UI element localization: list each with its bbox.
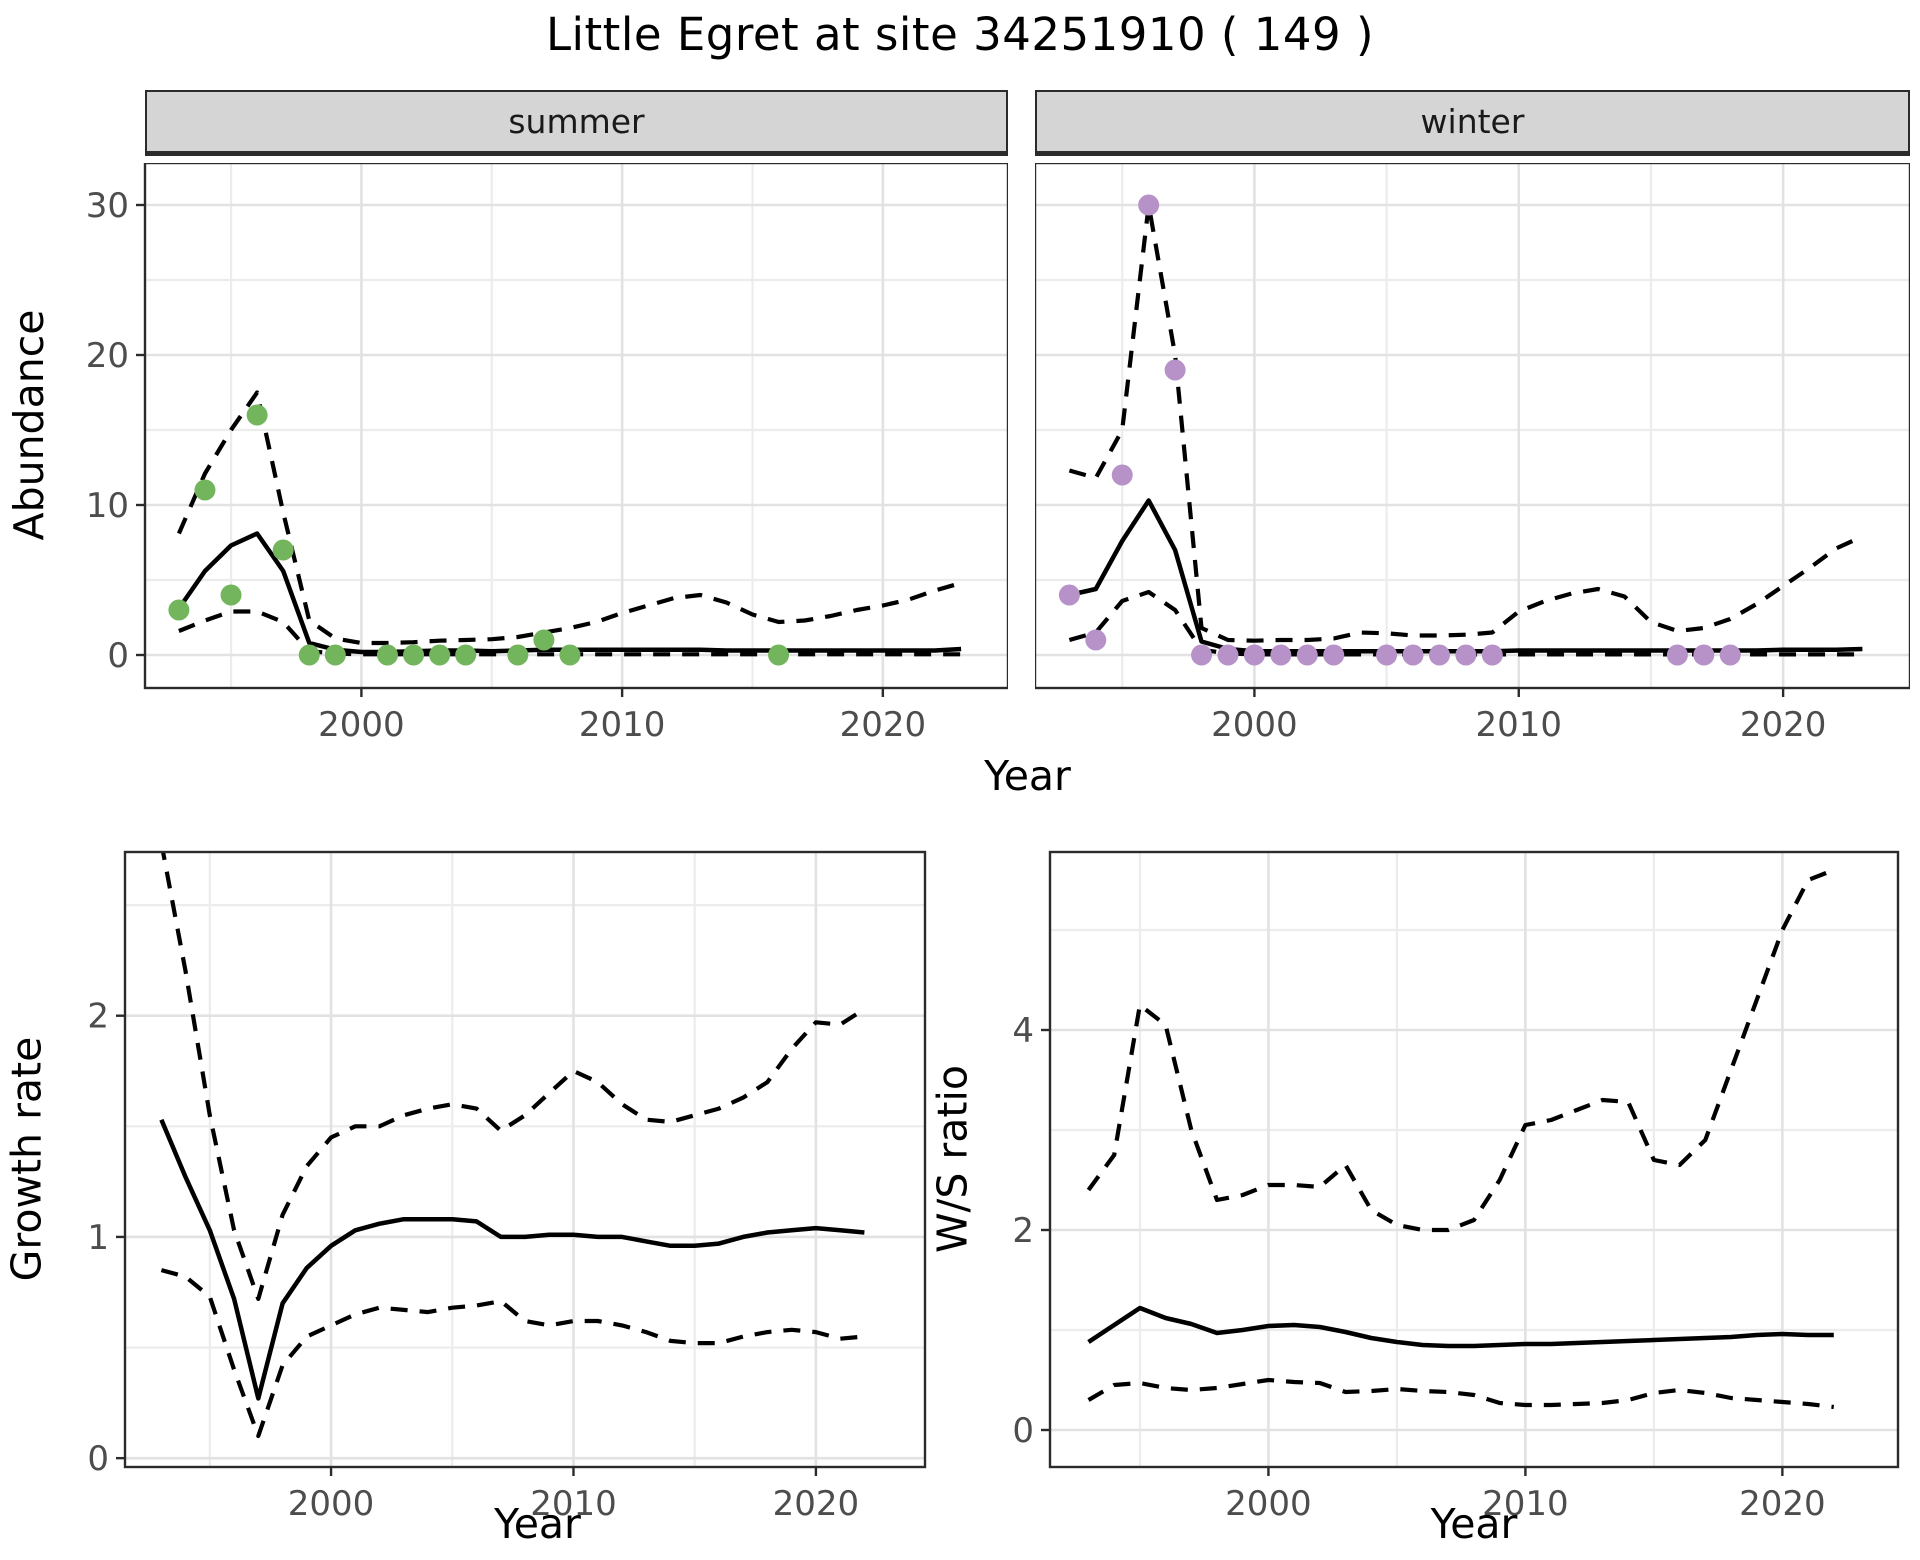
observed-count-point: [1058, 584, 1080, 606]
observed-count-point: [298, 644, 320, 666]
x-tick-label: 2010: [579, 705, 666, 745]
x-tick-label: 2000: [1211, 705, 1298, 745]
x-tick-label: 2020: [773, 1484, 860, 1524]
chart-summer-upper_ci-line: [176, 390, 962, 646]
observed-count-point: [1138, 194, 1160, 216]
plot-title: Little Egret at site 34251910 ( 149 ): [545, 8, 1375, 61]
observed-count-point: [272, 539, 294, 561]
y-tick-label: 2: [87, 997, 109, 1037]
facet-strip-summer: summer: [145, 90, 1008, 156]
observed-count-point: [1270, 644, 1292, 666]
y-tick-label: 20: [86, 336, 129, 376]
observed-count-point: [1191, 644, 1213, 666]
chart-growth-lower_ci-line: [160, 1268, 865, 1439]
observed-count-point: [1164, 359, 1186, 381]
y-tick-label: 0: [107, 636, 129, 676]
observed-count-point: [1296, 644, 1318, 666]
chart-ws-fit-line: [1087, 1305, 1834, 1349]
observed-count-point: [429, 644, 451, 666]
observed-count-point: [1376, 644, 1398, 666]
observed-count-point: [403, 644, 425, 666]
observed-count-point: [1323, 644, 1345, 666]
y-tick-label: 0: [1012, 1411, 1034, 1451]
x-tick-label: 2010: [530, 1484, 617, 1524]
top-x-axis-title: Year: [984, 752, 1071, 800]
observed-count-point: [1428, 644, 1450, 666]
x-tick-label: 2020: [1740, 705, 1827, 745]
observed-count-point: [1666, 644, 1688, 666]
y-tick-label: 10: [86, 486, 129, 526]
ws-x-axis-title: Year: [1430, 1500, 1518, 1548]
observed-count-point: [768, 644, 790, 666]
chart-ws-lower_ci-line: [1087, 1377, 1835, 1410]
observed-count-point: [1481, 644, 1503, 666]
observed-count-point: [1693, 644, 1715, 666]
chart-ws-upper_ci-line: [1086, 868, 1835, 1233]
chart-growth-upper_ci-line: [160, 852, 866, 1301]
y-tick-label: 1: [87, 1218, 109, 1258]
facet-strip-winter-label: winter: [1420, 102, 1525, 141]
y-tick-label: 2: [1012, 1211, 1034, 1251]
observed-count-point: [1402, 644, 1424, 666]
ws-ratio-plot: 2000 2010 2020 0 2 4: [1012, 850, 1900, 1524]
observed-count-point: [455, 644, 477, 666]
observed-count-point: [220, 584, 242, 606]
facet-strip-summer-label: summer: [508, 102, 645, 141]
x-tick-label: 2000: [288, 1484, 375, 1524]
x-tick-label: 2020: [840, 705, 927, 745]
observed-count-point: [324, 644, 346, 666]
summer-abundance-plot: 2000 2010 2020 0 10 20 30: [86, 163, 1008, 745]
observed-count-point: [559, 644, 581, 666]
observed-count-point: [1243, 644, 1265, 666]
observed-count-point: [1217, 644, 1239, 666]
x-tick-label: 2010: [1482, 1484, 1569, 1524]
observed-count-point: [1455, 644, 1477, 666]
winter-abundance-plot: 2000 2010 2020: [1035, 163, 1910, 745]
growth-rate-plot: 2000 2010 2020 0 1 2: [87, 850, 927, 1524]
x-tick-label: 2000: [1225, 1484, 1312, 1524]
observed-count-point: [507, 644, 529, 666]
x-tick-label: 2000: [318, 705, 405, 745]
observed-count-point: [168, 599, 190, 621]
facet-strip-winter: winter: [1035, 90, 1910, 156]
y-tick-label: 0: [87, 1439, 109, 1479]
observed-count-point: [533, 629, 555, 651]
observed-count-point: [376, 644, 398, 666]
observed-count-point: [1111, 464, 1133, 486]
abundance-axis-title: Abundance: [5, 309, 53, 541]
chart-winter-upper_ci-line: [1068, 202, 1864, 643]
x-tick-label: 2020: [1739, 1484, 1826, 1524]
observed-count-point: [1719, 644, 1741, 666]
chart-growth-fit-line: [159, 1118, 865, 1401]
observed-count-point: [246, 404, 268, 426]
growth-rate-axis-title: Growth rate: [2, 1036, 51, 1282]
observed-count-point: [1085, 629, 1107, 651]
y-tick-label: 30: [86, 186, 129, 226]
observed-count-point: [194, 479, 216, 501]
y-tick-label: 4: [1012, 1011, 1034, 1051]
x-tick-label: 2010: [1475, 705, 1562, 745]
growth-x-axis-title: Year: [494, 1500, 581, 1548]
ws-ratio-axis-title: W/S ratio: [928, 1065, 977, 1253]
